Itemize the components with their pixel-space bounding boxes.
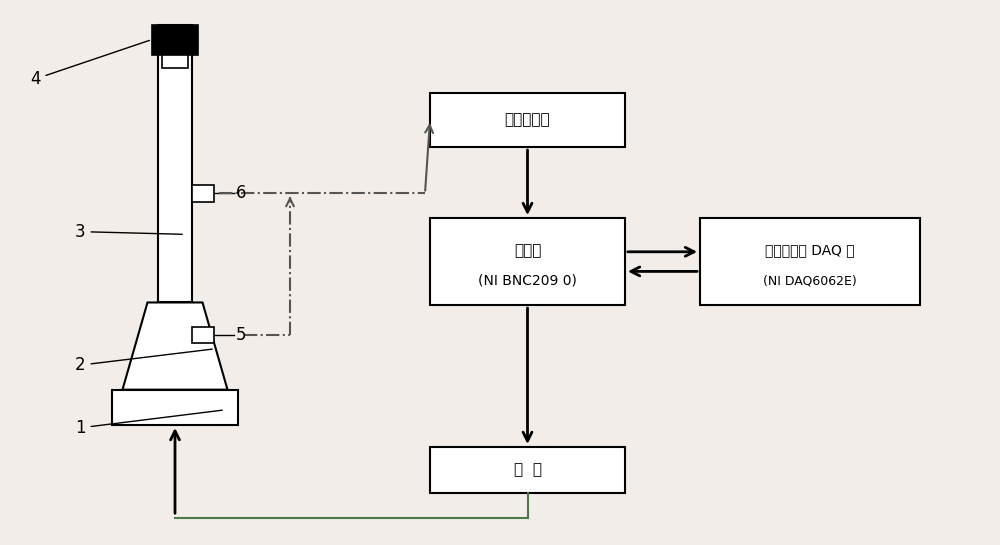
Text: 4: 4: [30, 40, 149, 88]
FancyBboxPatch shape: [162, 54, 188, 68]
Text: (NI BNC209 0): (NI BNC209 0): [478, 274, 577, 288]
FancyBboxPatch shape: [158, 25, 192, 302]
Text: 2: 2: [75, 349, 212, 374]
FancyBboxPatch shape: [112, 390, 238, 425]
FancyBboxPatch shape: [430, 218, 625, 305]
Text: 信号调理器: 信号调理器: [505, 112, 550, 128]
Text: 功  放: 功 放: [514, 463, 542, 477]
FancyBboxPatch shape: [700, 218, 920, 305]
FancyBboxPatch shape: [430, 93, 625, 147]
FancyBboxPatch shape: [192, 327, 214, 343]
Text: 6: 6: [236, 184, 246, 203]
FancyBboxPatch shape: [430, 447, 625, 493]
Text: 计算机内置 DAQ 板: 计算机内置 DAQ 板: [765, 243, 855, 257]
Text: 5: 5: [236, 326, 246, 344]
Polygon shape: [122, 302, 227, 390]
Text: 1: 1: [75, 410, 222, 437]
Text: (NI DAQ6062E): (NI DAQ6062E): [763, 274, 857, 287]
FancyBboxPatch shape: [152, 25, 198, 54]
Text: 适配器: 适配器: [514, 243, 541, 258]
Text: 3: 3: [75, 222, 182, 241]
FancyBboxPatch shape: [192, 185, 214, 202]
